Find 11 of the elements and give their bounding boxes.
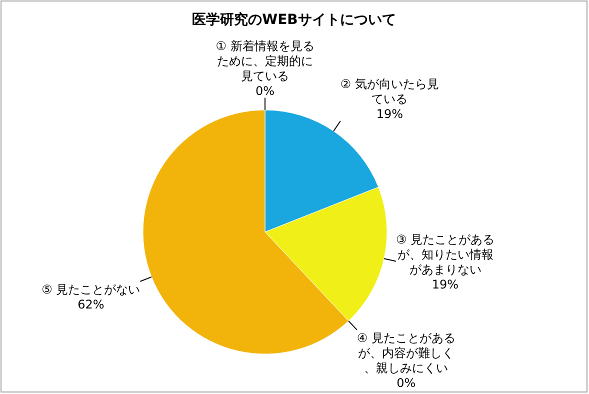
text: 0% — [396, 376, 416, 390]
slice-label: ⑤ 見たことがない — [42, 282, 140, 296]
text: 0% — [255, 84, 275, 98]
legend-label: ④ 見たことがあるが、内容が難しく、親しみにくい — [356, 330, 456, 375]
slice-label: ③ 見たことがあるが、知りたい情報があまりない — [396, 232, 495, 276]
category-label: ① 新着情報を見るために、定期的に見ている — [216, 38, 314, 83]
data-label: 62% — [78, 297, 104, 312]
data-label: 19% — [376, 107, 404, 122]
chart-title: 医学研究のWEBサイトについて — [192, 11, 396, 28]
slice-label: ② 気が向いたら見ている — [340, 77, 440, 106]
data-label: 19% — [432, 277, 459, 292]
